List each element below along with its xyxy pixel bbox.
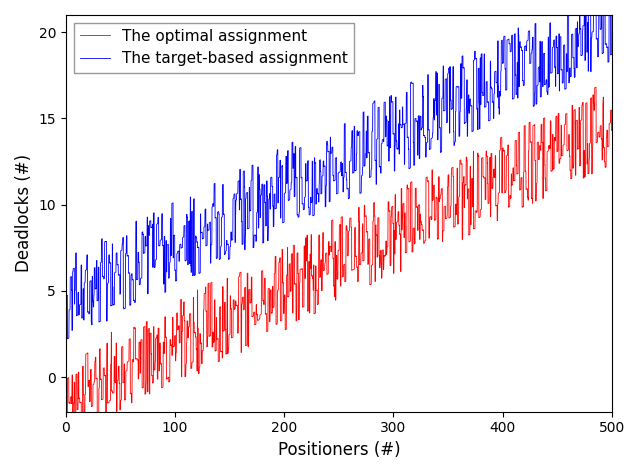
Line: The optimal assignment: The optimal assignment — [66, 87, 612, 424]
The optimal assignment — [592, 84, 600, 90]
Legend: The optimal assignment, The target-based assignment: The optimal assignment, The target-based… — [74, 23, 355, 73]
The target-based assignment — [271, 191, 278, 197]
The optimal assignment — [511, 178, 519, 183]
The optimal assignment — [417, 219, 425, 225]
The target-based assignment — [608, 11, 616, 17]
The optimal assignment — [608, 128, 616, 133]
The target-based assignment — [63, 336, 71, 342]
The target-based assignment — [470, 58, 477, 64]
X-axis label: Positioners (#): Positioners (#) — [278, 441, 400, 459]
The optimal assignment — [271, 270, 278, 276]
The optimal assignment — [390, 220, 397, 226]
The target-based assignment — [62, 294, 70, 300]
The optimal assignment — [161, 314, 169, 319]
The optimal assignment — [93, 421, 101, 427]
Y-axis label: Deadlocks (#): Deadlocks (#) — [15, 155, 33, 273]
The target-based assignment — [390, 131, 397, 137]
The target-based assignment — [511, 31, 519, 36]
The optimal assignment — [62, 378, 70, 384]
The target-based assignment — [161, 289, 169, 295]
The optimal assignment — [470, 148, 477, 154]
The target-based assignment — [417, 127, 425, 133]
Line: The target-based assignment: The target-based assignment — [66, 0, 612, 339]
